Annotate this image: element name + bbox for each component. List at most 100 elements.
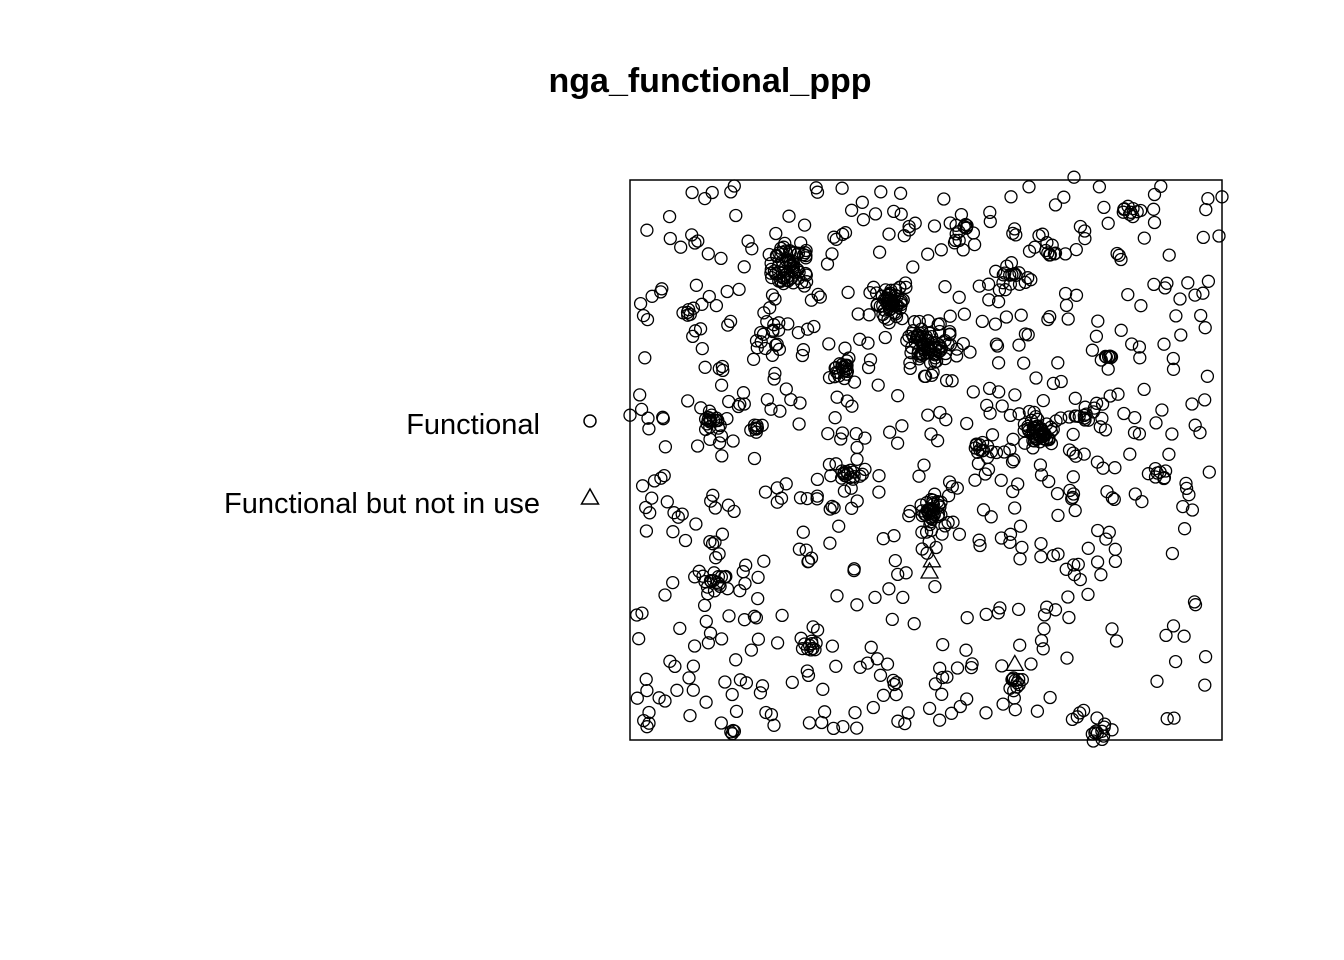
functional-point [1201,274,1216,288]
functional-point [1121,287,1135,302]
functional-point [640,720,654,734]
functional-point [1179,476,1193,491]
functional-point [655,282,669,296]
functional-point [1076,703,1091,718]
functional-point [932,498,946,513]
functional-point [720,411,734,426]
functional-point [899,280,913,295]
functional-point [959,221,973,235]
functional-point [645,289,659,303]
functional-point [871,378,885,392]
functional-point [931,507,946,521]
functional-point [882,582,896,596]
functional-point [1078,224,1092,238]
functional-point [1198,678,1212,692]
functional-point [1078,400,1092,414]
functional-point [1165,546,1180,561]
functional-point [887,204,901,219]
functional-point [678,533,693,548]
functional-point [1014,308,1028,322]
functional-point [912,352,926,366]
functional-point [764,262,778,277]
functional-point [1091,314,1105,328]
functional-point [640,223,654,237]
functional-point [704,494,718,508]
functional-point [1005,455,1020,469]
functional-point [972,279,986,293]
functional-point [840,354,854,368]
functional-point [1105,622,1119,636]
functional-point [1150,466,1164,480]
functional-point [850,598,864,612]
functional-point [1169,309,1183,323]
functional-point [1054,374,1068,389]
functional-point [1081,541,1095,555]
functional-point [963,345,977,359]
functional-point [1097,200,1111,215]
functional-point [1037,622,1051,636]
functional-point [656,412,670,426]
functional-point [966,385,980,399]
functional-point [723,314,738,329]
functional-point [705,537,720,551]
functional-point [698,191,712,206]
functional-point [1005,672,1019,687]
functional-point [810,623,825,637]
functional-point [939,373,954,388]
functional-point [1099,532,1113,546]
functional-point [674,240,688,254]
functional-point [933,661,947,675]
functional-point [695,341,709,356]
functional-point [952,290,966,304]
functional-point [707,566,721,580]
functional-point [1042,248,1057,262]
functional-point [990,339,1005,353]
functional-point [1095,397,1110,411]
functional-point [713,418,727,433]
functional-point [1133,351,1147,365]
functional-point [1103,349,1117,363]
functional-point [967,237,982,252]
functional-point [989,264,1003,278]
functional-point [1146,202,1161,216]
functional-point [643,506,657,520]
functional-point [758,485,773,499]
functional-point [973,538,987,553]
functional-point [799,543,813,557]
functional-point [1011,602,1026,617]
functional-point [699,695,713,709]
functional-point [739,558,753,572]
functional-point [757,306,771,320]
functional-point [991,295,1006,309]
functional-point [685,185,699,200]
functional-point [820,257,835,271]
functional-point [941,489,956,503]
functional-point [1066,470,1080,484]
plot-window [629,179,1223,741]
functional-point [1121,199,1135,213]
functional-point [645,491,659,505]
functional-point [985,428,1000,442]
functional-point [753,686,768,700]
functional-point [965,657,979,671]
functional-point [1155,403,1169,417]
functional-point [784,392,798,407]
functional-point [738,576,752,591]
functional-point [710,575,725,589]
functional-point [800,664,814,678]
functional-point [729,208,743,223]
functional-point [834,432,848,446]
functional-point [1132,340,1147,354]
functional-point [1003,408,1018,423]
functional-point [737,613,752,627]
functional-point [827,501,841,515]
functional-point [948,233,962,248]
functional-point [693,322,708,336]
functional-point [922,701,937,716]
functional-point [1003,527,1018,541]
functional-point [1092,180,1107,194]
functional-point [932,324,947,339]
functional-point [630,608,644,622]
functional-point [662,209,677,224]
functional-point [768,366,782,381]
